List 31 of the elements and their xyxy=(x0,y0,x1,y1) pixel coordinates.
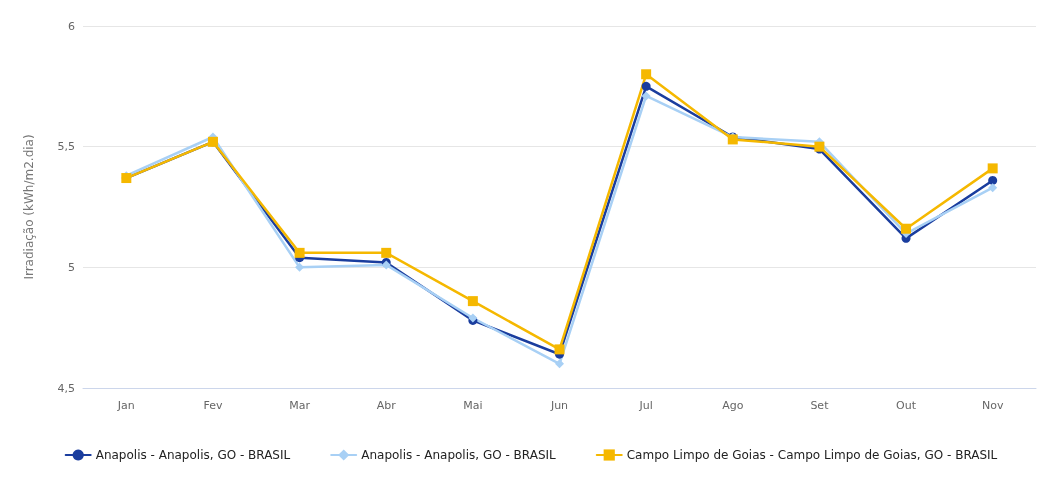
x-tick-label: Set xyxy=(810,399,830,412)
legend-label: Campo Limpo de Goias - Campo Limpo de Goias, GO - BRASIL xyxy=(626,448,998,462)
x-tick-label: Mar xyxy=(289,399,311,412)
legend-label: Anapolis - Anapolis, GO - BRASIL xyxy=(361,448,557,462)
point xyxy=(294,247,305,258)
point xyxy=(381,247,392,258)
point xyxy=(988,175,998,185)
x-tick-label: Mai xyxy=(463,399,483,412)
point xyxy=(641,69,652,80)
point xyxy=(555,359,564,369)
point xyxy=(641,81,651,91)
point xyxy=(554,344,565,355)
x-tick-label: Nov xyxy=(981,399,1004,412)
x-tick-label: Ago xyxy=(722,399,744,412)
y-tick-label: 4,5 xyxy=(57,381,75,395)
y-tick-label: 6 xyxy=(68,19,75,33)
point xyxy=(467,296,478,307)
legend-label: Anapolis - Anapolis, GO - BRASIL xyxy=(95,448,291,462)
y-axis-title: Irradiação (kWh/m2.dia) xyxy=(22,134,36,280)
point xyxy=(988,183,998,193)
point xyxy=(901,223,912,234)
point xyxy=(641,91,651,101)
x-tick-label: Jun xyxy=(549,399,569,412)
y-tick-label: 5 xyxy=(68,260,75,274)
point xyxy=(987,163,998,174)
x-tick-label: Abr xyxy=(376,399,397,412)
x-tick-label: Fev xyxy=(203,399,223,412)
x-tick-label: Jul xyxy=(638,399,653,412)
x-tick-label: Jan xyxy=(116,399,135,412)
y-tick-label: 5,5 xyxy=(57,140,75,154)
x-tick-label: Out xyxy=(896,399,917,412)
